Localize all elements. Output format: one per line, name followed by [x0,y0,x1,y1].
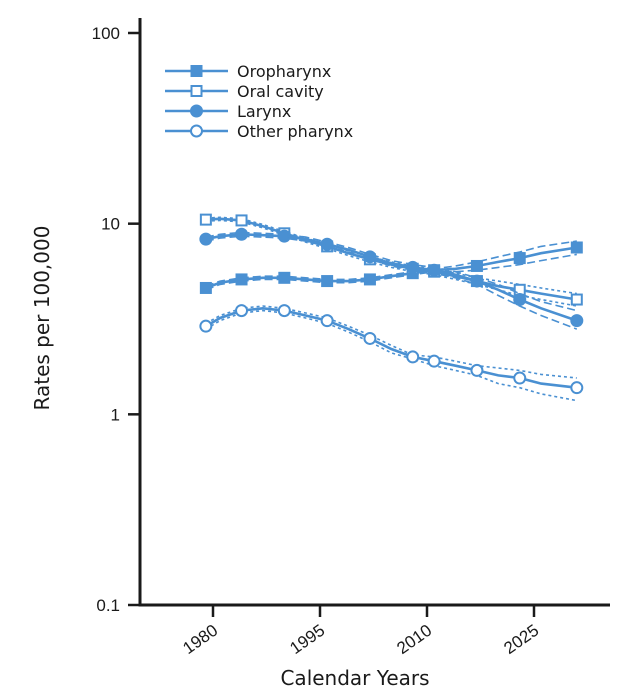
axes-layer [138,18,610,607]
data-point [406,350,420,364]
series-line [205,232,578,322]
series-larynx [199,227,584,330]
data-point [470,363,484,377]
data-point [470,274,484,288]
y-ticks: 0.1 1 10 100 [92,24,140,615]
series-other-pharynx [199,304,584,402]
data-point [277,304,291,318]
legend-marker [190,65,203,77]
legend-marker [190,85,203,97]
data-point [513,252,526,265]
data-point [513,293,527,307]
data-point [235,214,248,227]
data-point [278,271,291,284]
data-point [427,263,441,277]
data-point [570,241,583,254]
x-tick-label: 2010 [393,621,435,658]
ci-upper-line [205,240,577,287]
ci-lower-line [205,235,578,330]
x-tick-label: 2025 [500,621,542,658]
data-point [199,281,212,294]
ci-upper-line [205,305,577,379]
data-point [406,260,420,274]
ci-lower-line [205,309,577,402]
data-point [320,237,334,251]
legend-marker [190,104,203,118]
legend-item-oropharynx: Oropharynx [165,62,331,81]
series-line [205,246,578,290]
legend-marker [190,124,203,138]
legend-item-larynx: Larynx [165,102,291,121]
x-tick-label: 1980 [179,621,221,658]
data-point [199,213,212,226]
y-tick-label: 1 [111,405,120,424]
ci-lower-line [205,219,577,307]
legend-label: Oropharynx [237,62,331,81]
data-point [199,319,213,333]
data-point [320,314,334,328]
data-point [363,273,376,286]
data-point [570,293,583,306]
ci-lower-line [205,253,577,291]
data-point [321,275,334,288]
data-point [513,371,527,385]
y-axis-title: Rates per 100,000 [30,226,54,411]
data-point [235,273,248,286]
data-point [570,381,584,395]
legend-item-oral-cavity: Oral cavity [165,82,324,101]
x-axis-title: Calendar Years [280,666,429,690]
legend-label: Larynx [237,102,291,121]
series-line [205,306,577,389]
y-tick-label: 10 [101,215,120,234]
data-point [427,354,441,368]
data-point [470,259,483,272]
series-layer [199,213,584,402]
legend-label: Other pharynx [237,122,353,141]
data-point [199,232,213,246]
data-point [277,229,291,243]
data-point [363,250,377,264]
data-point [570,314,584,328]
y-tick-label: 100 [92,24,120,43]
data-point [363,331,377,345]
y-tick-label: 0.1 [96,596,120,615]
ci-upper-line [205,231,577,312]
data-point [235,227,249,241]
legend-item-other-pharynx: Other pharynx [165,122,353,141]
legend-label: Oral cavity [237,82,324,101]
data-point [235,304,249,318]
x-ticks: 1980 1995 2010 2025 [179,605,542,658]
x-tick-label: 1995 [286,621,328,658]
